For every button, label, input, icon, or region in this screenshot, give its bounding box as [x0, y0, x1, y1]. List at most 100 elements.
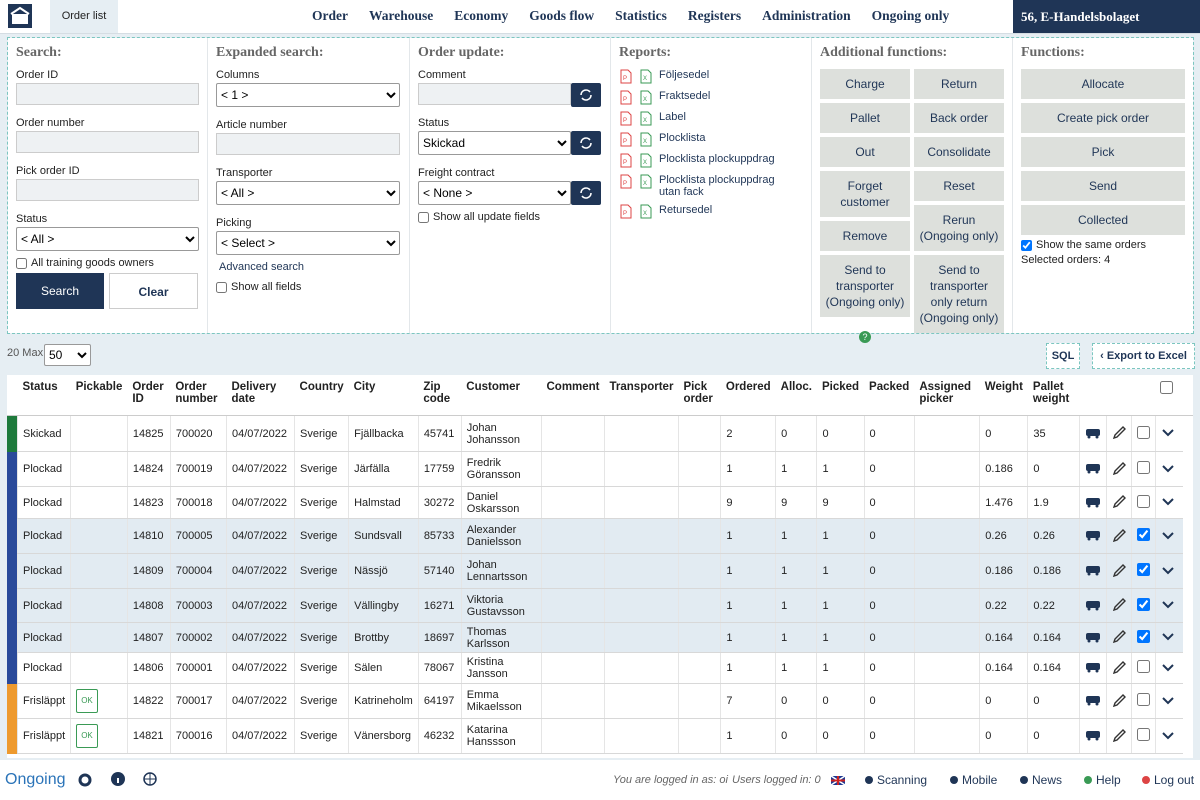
menu-item[interactable]: Statistics	[615, 8, 667, 23]
row-checkbox[interactable]	[1136, 563, 1150, 576]
order-row[interactable]: Plockad 14810 700005 04/07/2022 Sverige Sunds…	[7, 518, 1193, 554]
report-item[interactable]: P X Plocklista plockuppdrag utan fack	[619, 174, 803, 198]
select[interactable]: < None >	[418, 181, 571, 205]
help-icon: ?	[859, 331, 871, 343]
footer-link[interactable]: Log out	[1154, 773, 1195, 787]
checkbox[interactable]: All training goods owners	[16, 257, 199, 269]
order-row[interactable]: Plockad 14824 700019 04/07/2022 Sverige Järfä…	[7, 451, 1193, 487]
function-button[interactable]: Out	[820, 137, 910, 167]
menu-item[interactable]: Economy	[454, 8, 509, 23]
checkbox-input[interactable]	[1021, 239, 1032, 251]
edit-icon	[1112, 461, 1126, 475]
checkbox[interactable]: Show all update fields	[418, 211, 602, 223]
function-button[interactable]: Pick	[1021, 137, 1185, 167]
order-row[interactable]: Frisläppt OK 14821 700016 04/07/2022 Sverige V…	[7, 718, 1193, 754]
field-row: Skickad	[418, 131, 602, 167]
row-checkbox[interactable]	[1136, 494, 1150, 508]
clear-button[interactable]: Clear	[109, 273, 198, 309]
footer-link[interactable]: News	[1032, 773, 1063, 787]
order-row[interactable]: Plockad 14806 700001 04/07/2022 Sverige Sälen…	[7, 652, 1193, 684]
row-checkbox[interactable]	[1136, 528, 1150, 541]
order-row[interactable]: Skickad 14825 700020 04/07/2022 Sverige Fjäll…	[7, 415, 1193, 452]
field-label: Pick order ID	[16, 165, 80, 177]
row-checkbox[interactable]	[1136, 728, 1150, 741]
order-row[interactable]: Frisläppt OK 14822 700017 04/07/2022 Sverige K…	[7, 683, 1193, 719]
text-input[interactable]	[16, 179, 199, 201]
footer-link[interactable]: Help	[1096, 773, 1121, 787]
function-button[interactable]: Forget customer	[820, 171, 910, 217]
row-checkbox[interactable]	[1136, 597, 1150, 611]
logo[interactable]	[8, 4, 32, 28]
brand[interactable]: Ongoing	[5, 771, 66, 788]
menu-item[interactable]: Warehouse	[369, 8, 434, 23]
row-checkbox[interactable]	[1136, 425, 1150, 439]
function-button[interactable]: Back order	[914, 103, 1004, 133]
select[interactable]: < All >	[216, 181, 400, 205]
tab[interactable]: Order list	[50, 0, 118, 33]
cell	[1078, 683, 1106, 719]
header-cell: Weight	[979, 375, 1028, 416]
cell-text: 700001	[175, 662, 213, 674]
function-button[interactable]: Send to transporter only return (Ongoing…	[914, 255, 1004, 333]
checkbox-input[interactable]	[216, 281, 227, 293]
row-checkbox[interactable]	[1136, 693, 1150, 706]
report-item[interactable]: P X Plocklista	[619, 132, 803, 147]
cell: 1	[720, 652, 776, 684]
row-checkbox[interactable]	[1136, 461, 1150, 474]
menu-item[interactable]: Administration	[762, 8, 851, 23]
menu-item[interactable]: Registers	[687, 8, 742, 23]
menu-item[interactable]: Goods flow	[529, 8, 595, 23]
order-row[interactable]: Plockad 14808 700003 04/07/2022 Sverige Välli…	[7, 588, 1193, 623]
order-row[interactable]: Plockad 14823 700018 04/07/2022 Sverige Halms…	[7, 486, 1193, 519]
company[interactable]: 56, E-Handelsbolaget	[1013, 0, 1200, 33]
sql-button[interactable]: SQL	[1046, 343, 1080, 369]
row-checkbox[interactable]	[1136, 629, 1150, 643]
page-size[interactable]: 50	[44, 344, 91, 366]
function-button[interactable]: Reset	[914, 171, 1004, 201]
order-row[interactable]: Plockad 14807 700002 04/07/2022 Sverige Brott…	[7, 622, 1193, 653]
cell-text: Viktoria Gustavsson	[466, 593, 525, 618]
function-button[interactable]: Create pick order	[1021, 103, 1185, 133]
checkbox-input[interactable]	[16, 257, 27, 269]
report-item[interactable]: P X Fraktsedel	[619, 90, 803, 105]
function-button[interactable]: Collected	[1021, 205, 1185, 235]
function-button[interactable]: Send to transporter (Ongoing only)	[820, 255, 910, 317]
field-label: Status	[16, 213, 48, 225]
report-item[interactable]: P X Plocklista plockuppdrag	[619, 153, 803, 168]
menu-item[interactable]: Ongoing only	[871, 8, 950, 23]
checkbox[interactable]: Show all fields	[216, 281, 401, 293]
text-input[interactable]	[418, 83, 571, 105]
select[interactable]: < 1 >	[216, 83, 400, 107]
checkbox[interactable]: Show the same orders	[1021, 239, 1185, 251]
footer-link[interactable]: Mobile	[962, 773, 998, 787]
function-button[interactable]: Remove	[820, 221, 910, 251]
function-button[interactable]: Rerun (Ongoing only)	[914, 205, 1004, 251]
cell	[677, 588, 721, 623]
select[interactable]: < All >	[16, 227, 199, 251]
function-button[interactable]: Return	[914, 69, 1004, 99]
export-button[interactable]: ‹ Export to Excel	[1092, 343, 1195, 369]
function-button[interactable]: Send	[1021, 171, 1185, 201]
report-item[interactable]: P X Följesedel	[619, 69, 803, 84]
footer-link[interactable]: Scanning	[877, 773, 928, 787]
row-checkbox[interactable]	[1136, 660, 1150, 673]
function-button[interactable]: Pallet	[820, 103, 910, 133]
select-all[interactable]	[1160, 381, 1173, 394]
advanced-link[interactable]: Advanced search	[219, 261, 304, 273]
select[interactable]: Skickad	[418, 131, 571, 155]
text-input[interactable]	[216, 133, 400, 155]
function-button[interactable]: Allocate	[1021, 69, 1185, 99]
checkbox-input[interactable]	[418, 211, 429, 223]
text-input[interactable]	[16, 131, 199, 153]
report-item[interactable]: P X Label	[619, 111, 803, 126]
menu-item[interactable]: Order	[312, 8, 348, 23]
select[interactable]: < Select >	[216, 231, 400, 255]
order-row[interactable]: Plockad 14809 700004 04/07/2022 Sverige Nässj…	[7, 553, 1193, 589]
cell: Daniel Oskarsson	[460, 486, 542, 519]
cell-text: Vällingby	[354, 599, 399, 612]
report-item[interactable]: P X Retursedel	[619, 204, 803, 219]
search-button[interactable]: Search	[16, 273, 104, 309]
function-button[interactable]: Consolidate	[914, 137, 1004, 167]
text-input[interactable]	[16, 83, 199, 105]
function-button[interactable]: Charge	[820, 69, 910, 99]
